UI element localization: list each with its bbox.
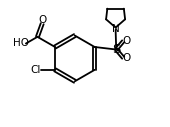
Text: O: O [123,53,131,63]
Text: S: S [112,43,120,56]
Text: HO: HO [13,38,29,49]
Text: N: N [112,24,120,34]
Text: Cl: Cl [31,65,41,75]
Text: O: O [123,36,131,46]
Text: O: O [38,15,46,25]
